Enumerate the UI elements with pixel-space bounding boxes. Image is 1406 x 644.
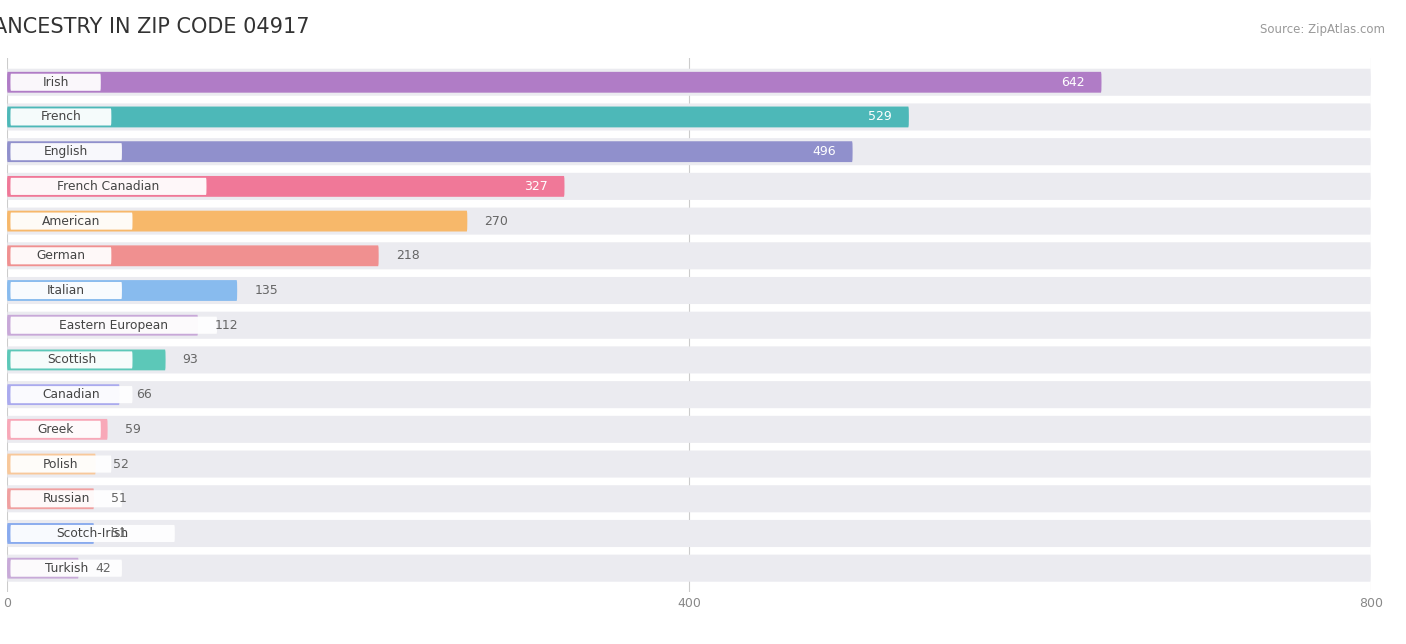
FancyBboxPatch shape (7, 453, 96, 475)
FancyBboxPatch shape (10, 560, 122, 577)
Text: American: American (42, 214, 101, 227)
FancyBboxPatch shape (10, 213, 132, 230)
FancyBboxPatch shape (10, 247, 111, 264)
Text: 112: 112 (215, 319, 239, 332)
FancyBboxPatch shape (7, 485, 1371, 513)
Text: 327: 327 (523, 180, 547, 193)
Text: Turkish: Turkish (45, 562, 87, 574)
Text: 93: 93 (183, 354, 198, 366)
FancyBboxPatch shape (7, 523, 94, 544)
Text: 270: 270 (484, 214, 508, 227)
FancyBboxPatch shape (10, 108, 111, 126)
Text: 218: 218 (395, 249, 419, 262)
Text: Greek: Greek (38, 423, 73, 436)
FancyBboxPatch shape (7, 416, 1371, 443)
Text: 496: 496 (811, 145, 835, 158)
Text: French: French (41, 111, 82, 124)
Text: 642: 642 (1060, 76, 1084, 89)
Text: Source: ZipAtlas.com: Source: ZipAtlas.com (1260, 23, 1385, 35)
FancyBboxPatch shape (7, 242, 1371, 269)
Text: Scotch-Irish: Scotch-Irish (56, 527, 129, 540)
Text: 51: 51 (111, 527, 127, 540)
FancyBboxPatch shape (7, 451, 1371, 478)
FancyBboxPatch shape (7, 280, 238, 301)
Text: Irish: Irish (42, 76, 69, 89)
FancyBboxPatch shape (10, 317, 217, 334)
FancyBboxPatch shape (10, 178, 207, 195)
FancyBboxPatch shape (7, 554, 1371, 582)
Text: Scottish: Scottish (46, 354, 96, 366)
Text: Polish: Polish (44, 457, 79, 471)
FancyBboxPatch shape (7, 106, 908, 128)
FancyBboxPatch shape (7, 211, 467, 231)
FancyBboxPatch shape (7, 315, 198, 336)
Text: 66: 66 (136, 388, 152, 401)
Text: Russian: Russian (42, 492, 90, 506)
Text: 135: 135 (254, 284, 278, 297)
FancyBboxPatch shape (7, 277, 1371, 304)
FancyBboxPatch shape (10, 525, 174, 542)
FancyBboxPatch shape (10, 455, 111, 473)
FancyBboxPatch shape (7, 245, 378, 266)
FancyBboxPatch shape (7, 312, 1371, 339)
FancyBboxPatch shape (10, 73, 101, 91)
FancyBboxPatch shape (10, 421, 101, 438)
FancyBboxPatch shape (7, 69, 1371, 96)
FancyBboxPatch shape (7, 350, 166, 370)
FancyBboxPatch shape (7, 381, 1371, 408)
FancyBboxPatch shape (10, 282, 122, 299)
Text: Italian: Italian (48, 284, 86, 297)
FancyBboxPatch shape (7, 138, 1371, 166)
Text: English: English (44, 145, 89, 158)
FancyBboxPatch shape (7, 488, 94, 509)
FancyBboxPatch shape (7, 520, 1371, 547)
FancyBboxPatch shape (7, 176, 564, 197)
Text: 51: 51 (111, 492, 127, 506)
FancyBboxPatch shape (7, 72, 1101, 93)
FancyBboxPatch shape (7, 104, 1371, 131)
FancyBboxPatch shape (10, 143, 122, 160)
FancyBboxPatch shape (7, 207, 1371, 234)
FancyBboxPatch shape (7, 558, 79, 578)
Text: 52: 52 (112, 457, 128, 471)
Text: German: German (37, 249, 86, 262)
FancyBboxPatch shape (10, 386, 132, 403)
Text: 529: 529 (868, 111, 891, 124)
Text: 59: 59 (125, 423, 141, 436)
FancyBboxPatch shape (7, 173, 1371, 200)
Text: French Canadian: French Canadian (58, 180, 160, 193)
Text: 42: 42 (96, 562, 111, 574)
FancyBboxPatch shape (7, 346, 1371, 374)
FancyBboxPatch shape (7, 384, 120, 405)
FancyBboxPatch shape (10, 352, 132, 368)
FancyBboxPatch shape (7, 141, 852, 162)
FancyBboxPatch shape (7, 419, 108, 440)
Text: ANCESTRY IN ZIP CODE 04917: ANCESTRY IN ZIP CODE 04917 (0, 17, 309, 37)
FancyBboxPatch shape (10, 490, 122, 507)
Text: Eastern European: Eastern European (59, 319, 169, 332)
Text: Canadian: Canadian (42, 388, 100, 401)
